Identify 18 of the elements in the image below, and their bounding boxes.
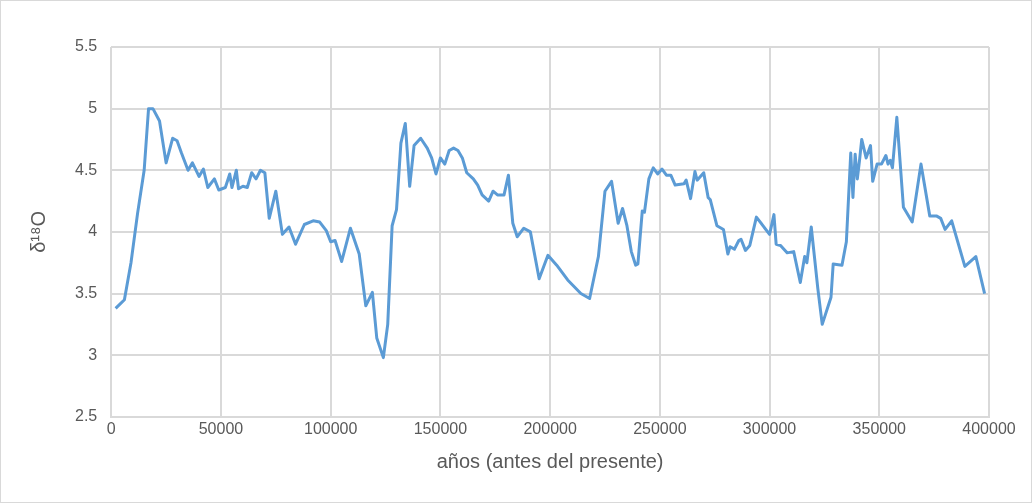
x-tick-label: 350000	[852, 419, 907, 437]
y-tick-label: 5	[88, 99, 98, 117]
x-axis-title: años (antes del presente)	[436, 449, 664, 472]
y-tick-label: 2.5	[74, 407, 98, 425]
y-tick-label: 4.5	[74, 160, 98, 178]
y-tick-label: 5.5	[74, 37, 98, 55]
y-tick-label: 3	[88, 345, 98, 363]
x-tick-label: 0	[106, 419, 116, 437]
x-tick-label: 250000	[633, 419, 687, 437]
x-tick-label: 200000	[523, 419, 577, 437]
x-tick-label: 100000	[303, 419, 358, 437]
x-tick-label: 150000	[413, 419, 468, 437]
x-tick-label: 50000	[198, 419, 244, 437]
y-tick-label: 3.5	[74, 283, 98, 301]
y-tick-label: 4	[88, 222, 98, 240]
x-tick-label: 400000	[962, 419, 1016, 437]
y-axis-title: δ¹⁸O	[26, 211, 49, 253]
x-tick-label: 300000	[742, 419, 797, 437]
